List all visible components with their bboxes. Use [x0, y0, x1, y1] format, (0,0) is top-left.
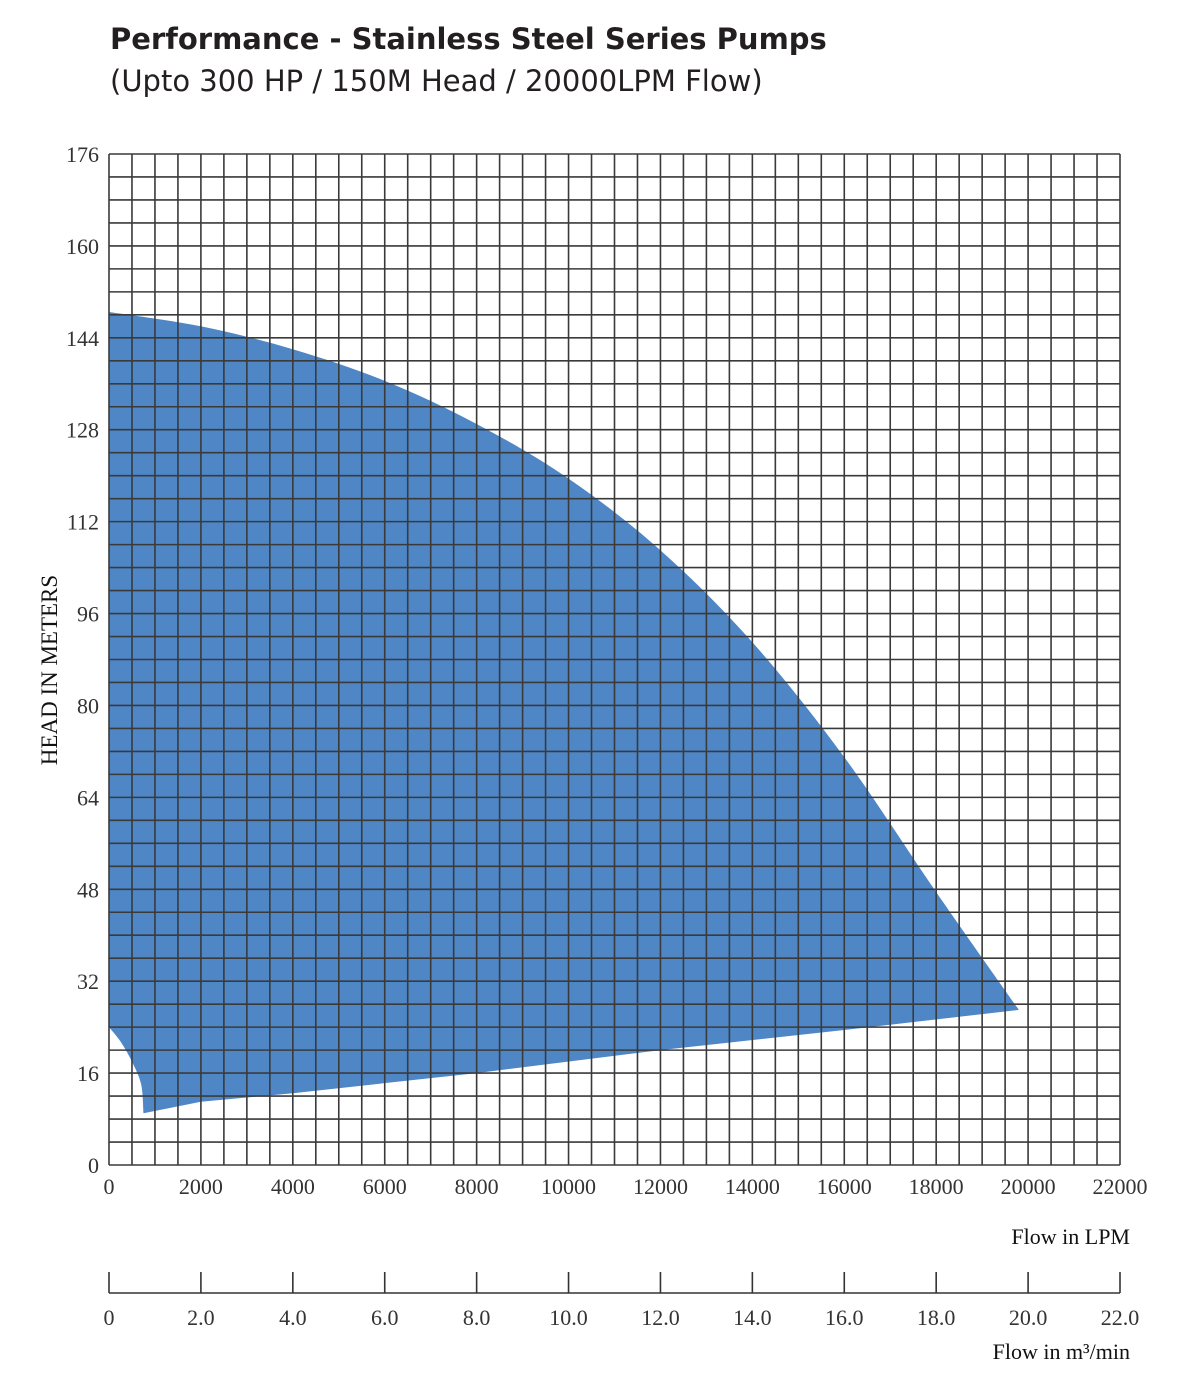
secondary-x-tick-label: 4.0: [279, 1305, 307, 1330]
y-tick-label: 176: [66, 142, 99, 167]
secondary-x-tick-label: 22.0: [1101, 1305, 1140, 1330]
y-axis-label: HEAD IN METERS: [37, 575, 62, 765]
secondary-x-axis: 0 2.0 4.0 6.0 8.0 10.0 12.0 14.0 16.0 18.0 20.0 22.…: [104, 1272, 1140, 1330]
secondary-x-tick-label: 12.0: [641, 1305, 680, 1330]
y-axis-ticks: 0 16 32 48 64 80 96 112 128 144 160 176: [66, 142, 99, 1178]
x-tick-label: 22000: [1093, 1174, 1148, 1199]
secondary-x-tick-label: 6.0: [371, 1305, 399, 1330]
chart-title: Performance - Stainless Steel Series Pum…: [110, 22, 827, 56]
x-tick-label: 0: [104, 1174, 115, 1199]
chart-grid: [108, 153, 1121, 1166]
performance-envelope-area: [109, 312, 1019, 1114]
secondary-x-tick-label: 8.0: [463, 1305, 491, 1330]
secondary-x-tick-label: 18.0: [917, 1305, 956, 1330]
x-tick-label: 10000: [541, 1174, 596, 1199]
secondary-x-tick-label: 10.0: [549, 1305, 588, 1330]
x-axis-ticks: 0 2000 4000 6000 8000 10000 12000 14000 16000 180…: [104, 1174, 1148, 1199]
y-tick-label: 96: [77, 602, 99, 627]
y-tick-label: 112: [67, 510, 99, 535]
y-tick-label: 32: [77, 969, 99, 994]
secondary-x-tick-label: 0: [104, 1305, 115, 1330]
x-tick-label: 18000: [909, 1174, 964, 1199]
x-tick-label: 6000: [363, 1174, 407, 1199]
x-tick-label: 12000: [633, 1174, 688, 1199]
y-tick-label: 0: [88, 1153, 99, 1178]
x-tick-label: 8000: [455, 1174, 499, 1199]
x-axis-label-secondary: Flow in m³/min: [993, 1339, 1130, 1364]
y-tick-label: 128: [66, 418, 99, 443]
x-tick-label: 14000: [725, 1174, 780, 1199]
secondary-x-tick-label: 20.0: [1009, 1305, 1048, 1330]
x-tick-label: 4000: [271, 1174, 315, 1199]
x-tick-label: 2000: [179, 1174, 223, 1199]
y-tick-label: 160: [66, 234, 99, 259]
secondary-x-tick-label: 2.0: [187, 1305, 215, 1330]
secondary-x-tick-label: 16.0: [825, 1305, 864, 1330]
y-tick-label: 144: [66, 326, 99, 351]
y-tick-label: 48: [77, 877, 99, 902]
y-tick-label: 64: [77, 785, 99, 810]
chart-subtitle: (Upto 300 HP / 150M Head / 20000LPM Flow…: [110, 64, 763, 98]
x-axis-label: Flow in LPM: [1011, 1224, 1130, 1249]
x-tick-label: 20000: [1001, 1174, 1056, 1199]
x-tick-label: 16000: [817, 1174, 872, 1199]
y-tick-label: 16: [77, 1061, 99, 1086]
secondary-x-tick-label: 14.0: [733, 1305, 772, 1330]
y-tick-label: 80: [77, 693, 99, 718]
